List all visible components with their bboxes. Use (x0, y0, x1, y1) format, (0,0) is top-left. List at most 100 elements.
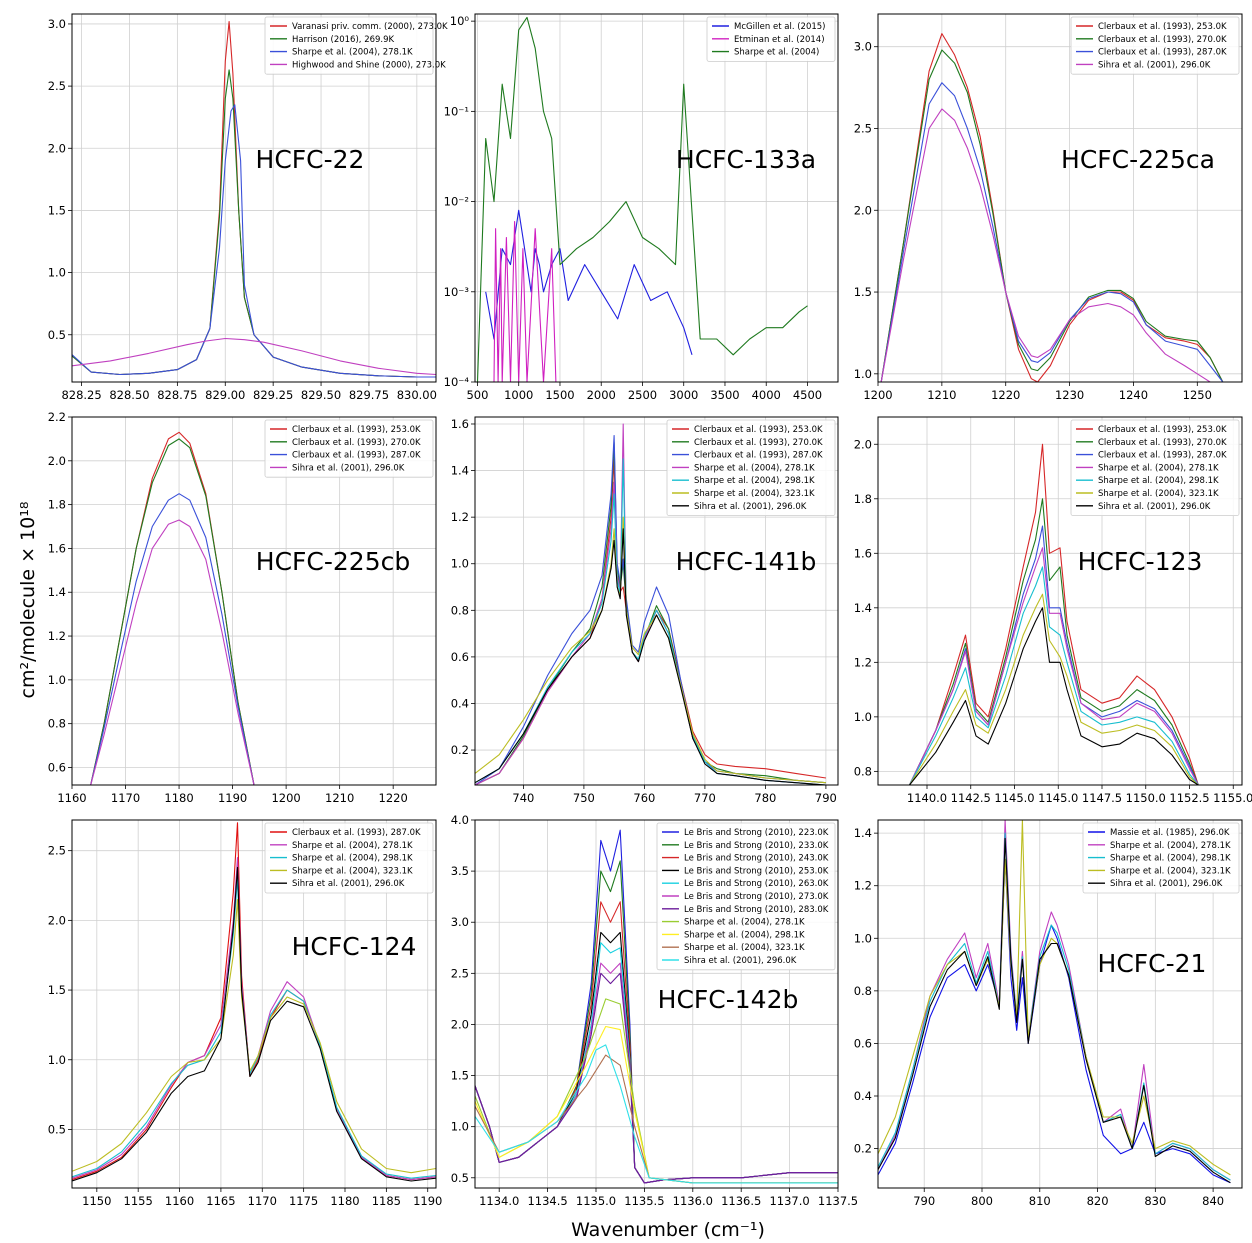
y-axis-label: cm²/molecule × 10¹⁸ (17, 502, 39, 699)
x-tick-label: 1142.5 (951, 791, 991, 805)
x-tick-label: 1155 (124, 1194, 153, 1208)
legend-entry: Sihra et al. (2001), 296.0K (1098, 60, 1211, 70)
legend-box (264, 16, 434, 75)
legend-entry: Sharpe et al. (2004), 278.1K (292, 48, 413, 58)
legend-entry: McGillen et al. (2015) (734, 22, 826, 32)
x-tick-label: 1250 (1183, 388, 1212, 402)
x-tick-label: 790 (815, 791, 837, 805)
y-tick-label: 1.2 (854, 879, 872, 893)
y-tick-label: 2.0 (48, 141, 66, 155)
legend: Clerbaux et al. (1993), 253.0K Clerbaux e… (1070, 16, 1240, 75)
x-tick-label: 1134.5 (527, 1194, 567, 1208)
y-tick-label: 4.0 (451, 813, 469, 827)
legend-entry: Le Bris and Strong (2010), 223.0K (684, 828, 829, 838)
plot-frame (474, 819, 839, 1189)
legend-entry: Sharpe et al. (2004), 298.1K (684, 930, 805, 940)
x-tick-label: 1135.5 (624, 1194, 664, 1208)
plot-frame (877, 416, 1243, 786)
x-tick-label: 1150 (82, 1194, 111, 1208)
series-line-clerbaux-et-al-1993-253-0k (880, 33, 1224, 382)
x-tick-label: 1147.5 (1082, 791, 1122, 805)
plot-frame (71, 416, 437, 786)
x-tick-label: 2000 (587, 388, 616, 402)
y-tick-label: 1.4 (451, 464, 469, 478)
y-tick-label: 2.2 (48, 410, 66, 424)
y-tick-label: 2.0 (451, 1017, 469, 1031)
legend: Massie et al. (1985), 296.0K Sharpe et al… (1082, 822, 1240, 894)
series-line-sharpe-et-al-2004-278-1k (72, 104, 436, 378)
legend-entry: Massie et al. (1985), 296.0K (1110, 828, 1230, 838)
y-tick-label: 1.5 (854, 285, 872, 299)
x-tick-label: 800 (971, 1194, 993, 1208)
x-tick-label: 1136.5 (721, 1194, 761, 1208)
y-tick-label: 10⁻³ (444, 285, 470, 299)
x-tick-label: 1190 (413, 1194, 442, 1208)
y-tick-label: 1.2 (451, 510, 469, 524)
legend-entry: Sharpe et al. (2004), 323.1K (1098, 489, 1219, 499)
legend-entry: Varanasi priv. comm. (2000), 273.0K (292, 22, 448, 32)
x-tick-label: 1230 (1055, 388, 1084, 402)
y-tick-label: 1.0 (451, 557, 469, 571)
legend: Clerbaux et al. (1993), 253.0K Clerbaux e… (1070, 419, 1240, 516)
chart-panel-hcfc-123: 1140.0 1142.5 1145.0 1145.0 1147.5 1150.0 1152… (854, 416, 1252, 805)
chart-panel-hcfc-142b: 1134.0 1134.5 1135.0 1135.5 1136.0 1136.5 1137… (451, 813, 858, 1208)
x-tick-label: 840 (1202, 1194, 1224, 1208)
series-line-clerbaux-et-al-1993-253-0k (909, 443, 1199, 785)
x-tick-label: 1165 (206, 1194, 235, 1208)
y-tick-label: 3.0 (48, 17, 66, 31)
chart-panel-hcfc-21: 790 800 810 820 830 840 0.2 0.4 0.6 0.8 1.0 1.2 1.4 M… (854, 819, 1243, 1208)
y-tick-label: 0.6 (854, 1036, 872, 1050)
x-tick-label: 1190 (218, 791, 247, 805)
x-tick-label: 1150.0 (1126, 791, 1166, 805)
x-tick-label: 1137.0 (769, 1194, 809, 1208)
legend-entry: Clerbaux et al. (1993), 287.0K (1098, 451, 1227, 461)
x-tick-label: 828.75 (157, 388, 197, 402)
x-tick-label: 1200 (271, 791, 300, 805)
series-line-clerbaux-et-al-1993-270-0k (90, 438, 255, 785)
y-tick-label: 1.4 (48, 585, 66, 599)
series-line-sharpe-et-al-2004 (476, 16, 808, 382)
x-tick-label: 1240 (1119, 388, 1148, 402)
series-line-clerbaux-et-al-1993-287-0k (90, 493, 255, 785)
legend: Le Bris and Strong (2010), 223.0K Le Bris… (656, 822, 836, 971)
series-line-sharpe-et-al-2004-298-1k (475, 1025, 838, 1184)
series-line-sihra-et-al-2001-296-0k (475, 1044, 838, 1184)
legend-entry: Le Bris and Strong (2010), 253.0K (684, 866, 829, 876)
series-line-sharpe-et-al-2004-298-1k (72, 877, 436, 1179)
y-tick-label: 10⁻² (444, 195, 469, 209)
y-tick-label: 2.0 (854, 437, 872, 451)
legend-box (656, 822, 836, 971)
y-tick-label: 1.0 (48, 1053, 66, 1067)
legend-entry: Clerbaux et al. (1993), 270.0K (1098, 35, 1227, 45)
x-tick-label: 1170 (111, 791, 140, 805)
y-tick-label: 10⁻¹ (444, 104, 469, 118)
legend-entry: Sharpe et al. (2004), 278.1K (1098, 463, 1219, 473)
y-tick-label: 0.2 (854, 1142, 872, 1156)
legend-entry: Clerbaux et al. (1993), 270.0K (292, 438, 421, 448)
chart-title: HCFC-21 (1098, 949, 1207, 978)
legend-entry: Highwood and Shine (2000), 273.0K (292, 60, 446, 70)
x-tick-label: 1135.0 (576, 1194, 616, 1208)
y-tick-label: 0.5 (48, 328, 66, 342)
chart-panel-hcfc-141b: 740 750 760 770 780 790 0.2 0.4 0.6 0.8 1.0 1.2 1.4 1… (451, 416, 839, 805)
x-tick-label: 760 (633, 791, 655, 805)
legend-entry: Clerbaux et al. (1993), 270.0K (694, 438, 823, 448)
series-line-highwood-and-shine-2000-273-0k (72, 337, 436, 376)
chart-title: HCFC-123 (1078, 547, 1203, 576)
legend-entry: Sharpe et al. (2004), 278.1K (1110, 841, 1231, 851)
legend-entry: Le Bris and Strong (2010), 233.0K (684, 841, 829, 851)
y-tick-label: 0.5 (48, 1122, 66, 1136)
series-line-clerbaux-et-al-1993-253-0k (90, 431, 255, 785)
legend-entry: Le Bris and Strong (2010), 263.0K (684, 879, 829, 889)
series-line-sharpe-et-al-2004-323-1k (475, 1054, 838, 1184)
legend-box (1082, 822, 1240, 894)
chart-panel-hcfc-225cb: 1160 1170 1180 1190 1200 1210 1220 0.6 0.8 1.0 1.2… (48, 410, 437, 805)
legend-entry: Clerbaux et al. (1993), 253.0K (1098, 22, 1227, 32)
legend-entry: Sharpe et al. (2004), 323.1K (684, 943, 805, 953)
x-tick-label: 1152.5 (1169, 791, 1209, 805)
y-tick-label: 1.0 (451, 1120, 469, 1134)
chart-title: HCFC-124 (292, 932, 417, 961)
x-tick-label: 828.50 (109, 388, 149, 402)
chart-title: HCFC-133a (676, 145, 816, 174)
y-tick-label: 1.6 (451, 417, 469, 431)
